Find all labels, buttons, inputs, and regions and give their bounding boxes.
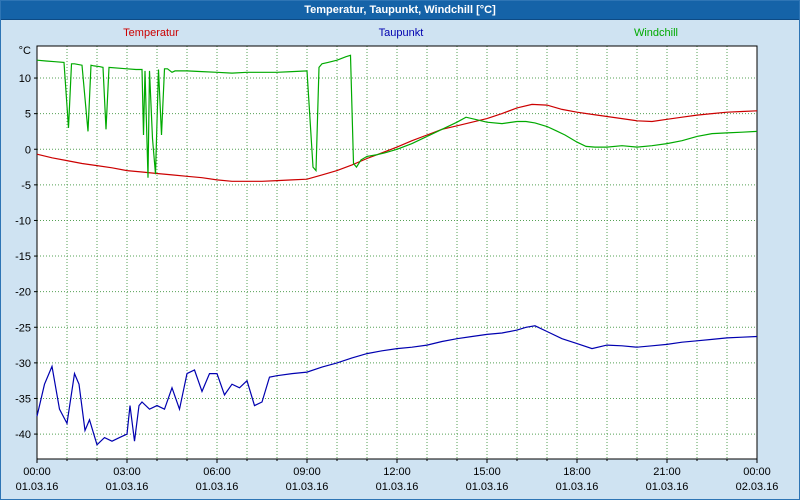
x-tick-date-label: 01.03.16	[376, 481, 419, 493]
x-tick-date-label: 01.03.16	[286, 481, 329, 493]
y-tick-label: -20	[15, 287, 31, 299]
chart-area: °C 10 5 0 -5 -10 -15 -20 -25 -30 -35 -40 00:00 01.03.…	[1, 20, 799, 499]
series-line-windchill	[36, 54, 758, 178]
y-tick-label: -5	[21, 180, 31, 192]
x-tick-time-label: 21:00	[653, 466, 681, 478]
y-tick-label: 0	[25, 144, 31, 156]
y-tick-label: 10	[19, 73, 31, 85]
series-line-taupunkt	[36, 325, 758, 446]
y-tick-label: -10	[15, 215, 31, 227]
x-tick-date-label: 01.03.16	[16, 481, 59, 493]
x-tick-time-label: 00:00	[743, 466, 771, 478]
y-tick-label: -15	[15, 251, 31, 263]
x-tick-date-label: 01.03.16	[196, 481, 239, 493]
y-tick-label: -30	[15, 358, 31, 370]
x-tick-time-label: 03:00	[113, 466, 141, 478]
x-tick-date-label: 01.03.16	[646, 481, 689, 493]
legend-taupunkt: Taupunkt	[379, 27, 424, 39]
x-tick-time-label: 15:00	[473, 466, 501, 478]
title-bar[interactable]: Temperatur, Taupunkt, Windchill [°C]	[1, 1, 799, 20]
y-tick-label: -25	[15, 322, 31, 334]
x-tick-date-label: 01.03.16	[106, 481, 149, 493]
x-tick-time-label: 12:00	[383, 466, 411, 478]
x-tick-date-label: 01.03.16	[466, 481, 509, 493]
legend-windchill: Windchill	[634, 27, 678, 39]
y-tick-label: -35	[15, 393, 31, 405]
series-line-temperatur	[36, 103, 758, 182]
x-tick-time-label: 18:00	[563, 466, 591, 478]
x-tick-time-label: 00:00	[23, 466, 51, 478]
chart-svg: °C 10 5 0 -5 -10 -15 -20 -25 -30 -35 -40 00:00 01.03.…	[15, 27, 779, 493]
window-title: Temperatur, Taupunkt, Windchill [°C]	[304, 4, 496, 16]
y-tick-label: -40	[15, 429, 31, 441]
y-tick-label: 5	[25, 109, 31, 121]
x-tick-time-label: 06:00	[203, 466, 231, 478]
y-axis-unit-label: °C	[19, 45, 31, 57]
x-tick-time-label: 09:00	[293, 466, 321, 478]
legend-temperatur: Temperatur	[123, 27, 179, 39]
x-tick-date-label: 01.03.16	[556, 481, 599, 493]
x-tick-date-label: 02.03.16	[736, 481, 779, 493]
